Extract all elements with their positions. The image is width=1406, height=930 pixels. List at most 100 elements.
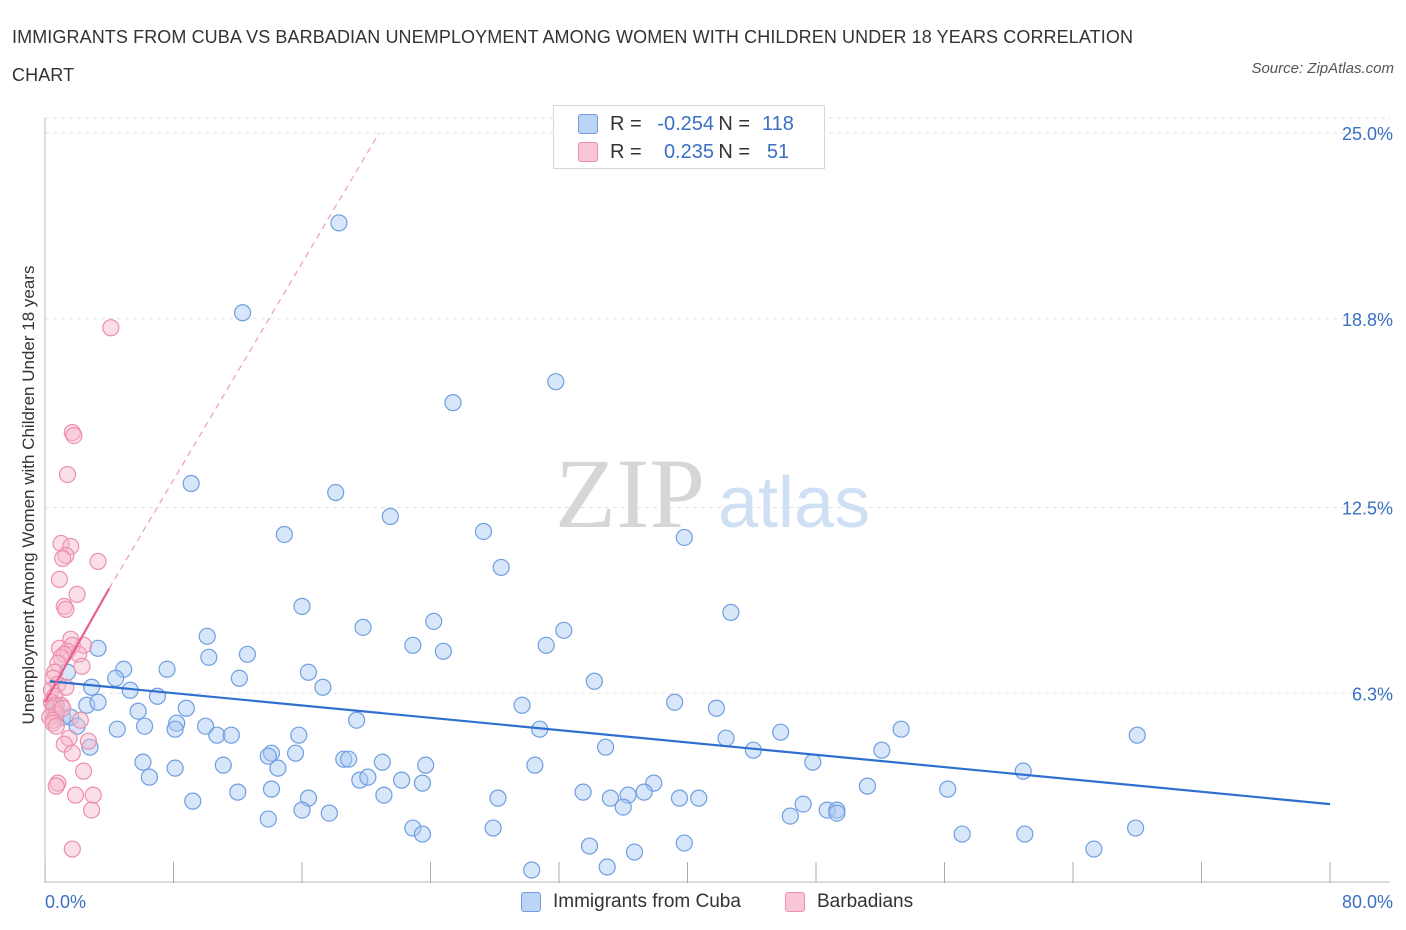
point-cuba bbox=[939, 780, 957, 798]
point-cuba bbox=[107, 669, 125, 687]
trend-line-cuba bbox=[49, 680, 1331, 806]
point-cuba bbox=[598, 858, 616, 876]
point-cuba bbox=[229, 783, 247, 801]
stats-row-cuba: R = -0.254 N = 118 bbox=[554, 110, 806, 138]
y-tick-label: 6.3% bbox=[1352, 684, 1393, 704]
chart-title: IMMIGRANTS FROM CUBA VS BARBADIAN UNEMPL… bbox=[12, 27, 1134, 85]
point-cuba bbox=[129, 702, 147, 720]
point-cuba bbox=[286, 744, 305, 762]
point-cuba bbox=[404, 636, 422, 654]
n-value: 51 bbox=[766, 140, 790, 163]
source-label: Source: ZipAtlas.com bbox=[1251, 60, 1394, 77]
legend-label: Barbadians bbox=[817, 891, 914, 912]
point-cuba bbox=[434, 642, 452, 660]
point-cuba bbox=[335, 750, 353, 768]
point-barbadians bbox=[44, 714, 62, 732]
point-cuba bbox=[108, 720, 126, 738]
point-cuba bbox=[828, 804, 846, 822]
swatch-blue bbox=[578, 114, 598, 134]
point-cuba bbox=[330, 214, 348, 232]
point-cuba bbox=[290, 726, 308, 744]
point-barbadians bbox=[79, 732, 97, 750]
point-cuba bbox=[585, 672, 603, 690]
point-barbadians bbox=[54, 549, 72, 568]
point-cuba bbox=[269, 759, 287, 777]
point-cuba bbox=[299, 663, 318, 681]
point-barbadians bbox=[102, 319, 120, 337]
point-cuba bbox=[537, 636, 555, 654]
x-tick-label: 80.0% bbox=[1342, 892, 1393, 912]
point-cuba bbox=[484, 819, 502, 837]
n-label: N = bbox=[718, 112, 750, 135]
point-cuba bbox=[670, 789, 689, 807]
r-value: -0.254 bbox=[657, 112, 714, 135]
point-cuba bbox=[666, 693, 684, 711]
legend-item-cuba: Immigrants from Cuba bbox=[521, 888, 741, 916]
point-barbadians bbox=[57, 546, 75, 565]
point-barbadians bbox=[58, 465, 77, 484]
series-immigrants-from-cuba bbox=[47, 214, 1146, 879]
y-tick-label: 12.5% bbox=[1342, 499, 1393, 519]
point-cuba bbox=[596, 738, 615, 756]
point-cuba bbox=[601, 789, 620, 807]
point-cuba bbox=[230, 669, 248, 687]
axis-labels: 6.3% 12.5% 18.8% 25.0% 0.0% 80.0% Unemployment… bbox=[19, 124, 1393, 912]
point-cuba bbox=[381, 507, 399, 526]
stats-row-barbadians: R = 0.235 N = 51 bbox=[554, 138, 806, 166]
point-cuba bbox=[873, 741, 891, 759]
point-cuba bbox=[1085, 840, 1103, 858]
point-barbadians bbox=[49, 774, 67, 792]
point-cuba bbox=[158, 660, 176, 678]
n-value: 118 bbox=[762, 112, 794, 135]
point-barbadians bbox=[89, 552, 107, 571]
point-cuba bbox=[781, 807, 799, 825]
point-cuba bbox=[417, 756, 435, 774]
point-cuba bbox=[635, 783, 653, 801]
point-cuba bbox=[177, 699, 195, 717]
point-cuba bbox=[135, 717, 154, 735]
point-barbadians bbox=[63, 840, 81, 858]
point-cuba bbox=[804, 753, 822, 771]
point-cuba bbox=[444, 394, 462, 412]
axes bbox=[44, 118, 1390, 883]
point-cuba bbox=[526, 756, 544, 774]
point-cuba bbox=[794, 795, 812, 813]
swatch-pink bbox=[578, 142, 598, 162]
point-cuba bbox=[166, 720, 184, 738]
point-cuba bbox=[78, 696, 96, 714]
point-barbadians bbox=[71, 711, 89, 729]
point-cuba bbox=[314, 678, 332, 696]
point-cuba bbox=[238, 645, 256, 663]
r-label: R = bbox=[610, 112, 642, 135]
point-cuba bbox=[690, 789, 708, 807]
point-cuba bbox=[404, 819, 422, 837]
point-barbadians bbox=[66, 786, 85, 804]
point-cuba bbox=[259, 747, 277, 765]
point-cuba bbox=[547, 373, 565, 391]
legend-item-barbadians: Barbadians bbox=[785, 888, 913, 916]
trend-line-barbadians-extended bbox=[108, 132, 380, 589]
series-legend: Immigrants from Cuba Barbadians bbox=[0, 888, 1406, 916]
point-cuba bbox=[614, 798, 632, 816]
point-cuba bbox=[89, 693, 107, 711]
point-cuba bbox=[523, 861, 541, 879]
point-barbadians bbox=[68, 585, 86, 603]
point-cuba bbox=[772, 723, 790, 741]
point-cuba bbox=[140, 768, 159, 786]
point-cuba bbox=[722, 603, 740, 621]
point-barbadians bbox=[57, 600, 75, 618]
point-cuba bbox=[625, 843, 644, 861]
legend-swatch-blue bbox=[521, 892, 541, 912]
point-barbadians bbox=[47, 717, 65, 735]
point-cuba bbox=[233, 304, 252, 322]
point-cuba bbox=[182, 474, 200, 493]
y-axis-label: Unemployment Among Women with Children U… bbox=[19, 266, 38, 725]
point-cuba bbox=[222, 726, 240, 744]
point-cuba bbox=[580, 837, 599, 855]
x-tick-label: 0.0% bbox=[45, 892, 86, 912]
point-cuba bbox=[262, 780, 281, 798]
point-cuba bbox=[574, 783, 592, 801]
point-barbadians bbox=[65, 426, 83, 445]
series-barbadians bbox=[41, 319, 120, 858]
